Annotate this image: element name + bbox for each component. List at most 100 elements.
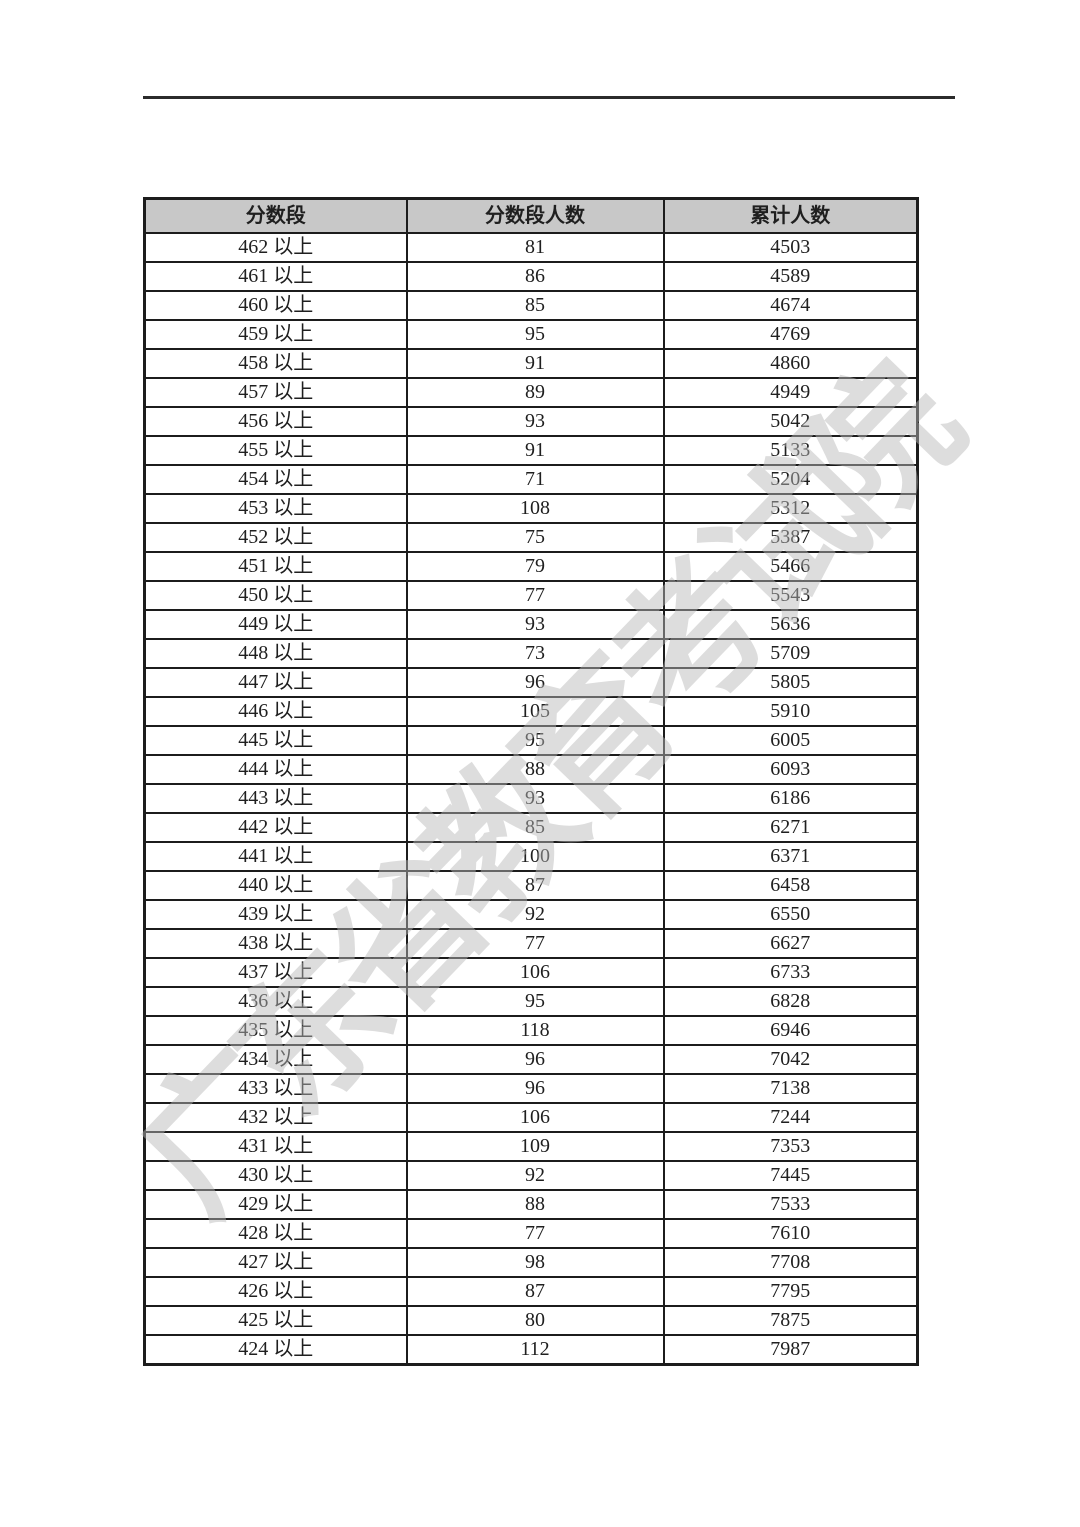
table-row: 436 以上 95 6828 [143, 986, 919, 1017]
count-cell: 75 [405, 522, 665, 553]
count-cell: 93 [405, 609, 665, 640]
count-cell: 79 [405, 551, 665, 582]
score-range-cell: 458 以上 [143, 348, 408, 379]
count-cell: 112 [405, 1334, 665, 1366]
count-cell: 106 [405, 957, 665, 988]
cumulative-cell: 5543 [662, 580, 919, 611]
cumulative-cell: 6627 [662, 928, 919, 959]
score-range-cell: 452 以上 [143, 522, 408, 553]
count-cell: 85 [405, 290, 665, 321]
score-range-cell: 457 以上 [143, 377, 408, 408]
count-cell: 118 [405, 1015, 665, 1046]
table-row: 456 以上 93 5042 [143, 406, 919, 437]
table-row: 434 以上 96 7042 [143, 1044, 919, 1075]
score-range-cell: 438 以上 [143, 928, 408, 959]
count-cell: 96 [405, 1073, 665, 1104]
score-range-cell: 436 以上 [143, 986, 408, 1017]
cumulative-cell: 7244 [662, 1102, 919, 1133]
score-range-cell: 453 以上 [143, 493, 408, 524]
score-range-cell: 431 以上 [143, 1131, 408, 1162]
cumulative-cell: 7353 [662, 1131, 919, 1162]
table-row: 431 以上 109 7353 [143, 1131, 919, 1162]
cumulative-cell: 5910 [662, 696, 919, 727]
table-row: 437 以上 106 6733 [143, 957, 919, 988]
table-row: 459 以上 95 4769 [143, 319, 919, 350]
count-cell: 86 [405, 261, 665, 292]
count-cell: 93 [405, 406, 665, 437]
score-range-cell: 447 以上 [143, 667, 408, 698]
table-row: 457 以上 89 4949 [143, 377, 919, 408]
score-range-cell: 461 以上 [143, 261, 408, 292]
score-range-cell: 444 以上 [143, 754, 408, 785]
score-distribution-table: 分数段 分数段人数 累计人数 462 以上 81 4503 461 以上 86 4589 460… [143, 197, 919, 1366]
table-row: 433 以上 96 7138 [143, 1073, 919, 1104]
cumulative-cell: 5312 [662, 493, 919, 524]
count-cell: 98 [405, 1247, 665, 1278]
count-cell: 100 [405, 841, 665, 872]
cumulative-cell: 5387 [662, 522, 919, 553]
cumulative-cell: 5133 [662, 435, 919, 466]
score-range-cell: 434 以上 [143, 1044, 408, 1075]
cumulative-cell: 6550 [662, 899, 919, 930]
table-body: 462 以上 81 4503 461 以上 86 4589 460 以上 85 4674 459 … [143, 232, 919, 1366]
cumulative-cell: 6458 [662, 870, 919, 901]
table-row: 454 以上 71 5204 [143, 464, 919, 495]
table-row: 447 以上 96 5805 [143, 667, 919, 698]
score-range-cell: 460 以上 [143, 290, 408, 321]
score-range-cell: 446 以上 [143, 696, 408, 727]
count-cell: 88 [405, 1189, 665, 1220]
score-range-cell: 440 以上 [143, 870, 408, 901]
cumulative-cell: 7987 [662, 1334, 919, 1366]
table-row: 451 以上 79 5466 [143, 551, 919, 582]
score-range-cell: 429 以上 [143, 1189, 408, 1220]
count-cell: 71 [405, 464, 665, 495]
score-range-cell: 449 以上 [143, 609, 408, 640]
table-row: 446 以上 105 5910 [143, 696, 919, 727]
score-range-cell: 435 以上 [143, 1015, 408, 1046]
cumulative-cell: 4503 [662, 232, 919, 263]
cumulative-cell: 6271 [662, 812, 919, 843]
cumulative-cell: 4769 [662, 319, 919, 350]
score-range-cell: 437 以上 [143, 957, 408, 988]
cumulative-cell: 5636 [662, 609, 919, 640]
score-range-cell: 459 以上 [143, 319, 408, 350]
table-row: 462 以上 81 4503 [143, 232, 919, 263]
cumulative-cell: 7708 [662, 1247, 919, 1278]
cumulative-cell: 5709 [662, 638, 919, 669]
table-row: 445 以上 95 6005 [143, 725, 919, 756]
table-row: 438 以上 77 6627 [143, 928, 919, 959]
score-range-cell: 427 以上 [143, 1247, 408, 1278]
count-cell: 77 [405, 928, 665, 959]
table-row: 441 以上 100 6371 [143, 841, 919, 872]
column-header: 分数段人数 [405, 197, 665, 234]
count-cell: 89 [405, 377, 665, 408]
table-row: 458 以上 91 4860 [143, 348, 919, 379]
count-cell: 87 [405, 870, 665, 901]
count-cell: 92 [405, 1160, 665, 1191]
count-cell: 96 [405, 1044, 665, 1075]
table-row: 428 以上 77 7610 [143, 1218, 919, 1249]
table-row: 455 以上 91 5133 [143, 435, 919, 466]
score-range-cell: 432 以上 [143, 1102, 408, 1133]
table-row: 429 以上 88 7533 [143, 1189, 919, 1220]
score-range-cell: 454 以上 [143, 464, 408, 495]
cumulative-cell: 7138 [662, 1073, 919, 1104]
table-row: 449 以上 93 5636 [143, 609, 919, 640]
score-range-cell: 439 以上 [143, 899, 408, 930]
cumulative-cell: 5204 [662, 464, 919, 495]
score-range-cell: 456 以上 [143, 406, 408, 437]
table-row: 452 以上 75 5387 [143, 522, 919, 553]
column-header: 分数段 [143, 197, 408, 234]
table-row: 424 以上 112 7987 [143, 1334, 919, 1366]
count-cell: 105 [405, 696, 665, 727]
cumulative-cell: 7610 [662, 1218, 919, 1249]
table-row: 453 以上 108 5312 [143, 493, 919, 524]
score-range-cell: 450 以上 [143, 580, 408, 611]
table-row: 430 以上 92 7445 [143, 1160, 919, 1191]
score-range-cell: 425 以上 [143, 1305, 408, 1336]
cumulative-cell: 6371 [662, 841, 919, 872]
score-range-cell: 424 以上 [143, 1334, 408, 1366]
count-cell: 91 [405, 348, 665, 379]
score-range-cell: 448 以上 [143, 638, 408, 669]
